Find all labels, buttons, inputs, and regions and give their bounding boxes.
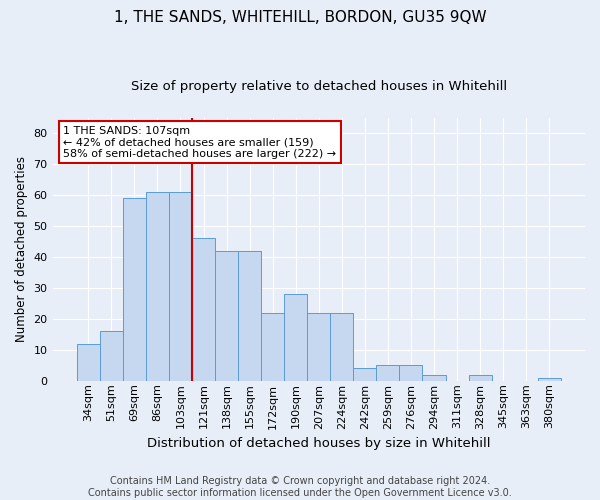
Bar [192,238,215,381]
Bar [422,374,446,381]
Bar [330,312,353,381]
Bar [261,312,284,381]
Bar [376,366,400,381]
Y-axis label: Number of detached properties: Number of detached properties [15,156,28,342]
Bar [469,374,491,381]
Bar [307,312,330,381]
Bar [400,366,422,381]
Bar [100,332,123,381]
Text: Contains HM Land Registry data © Crown copyright and database right 2024.
Contai: Contains HM Land Registry data © Crown c… [88,476,512,498]
Text: 1 THE SANDS: 107sqm
← 42% of detached houses are smaller (159)
58% of semi-detac: 1 THE SANDS: 107sqm ← 42% of detached ho… [63,126,337,159]
Bar [215,251,238,381]
Bar [169,192,192,381]
Bar [353,368,376,381]
Title: Size of property relative to detached houses in Whitehill: Size of property relative to detached ho… [131,80,507,93]
Bar [238,251,261,381]
Text: 1, THE SANDS, WHITEHILL, BORDON, GU35 9QW: 1, THE SANDS, WHITEHILL, BORDON, GU35 9Q… [113,10,487,25]
Bar [77,344,100,381]
X-axis label: Distribution of detached houses by size in Whitehill: Distribution of detached houses by size … [147,437,491,450]
Bar [123,198,146,381]
Bar [284,294,307,381]
Bar [538,378,561,381]
Bar [146,192,169,381]
